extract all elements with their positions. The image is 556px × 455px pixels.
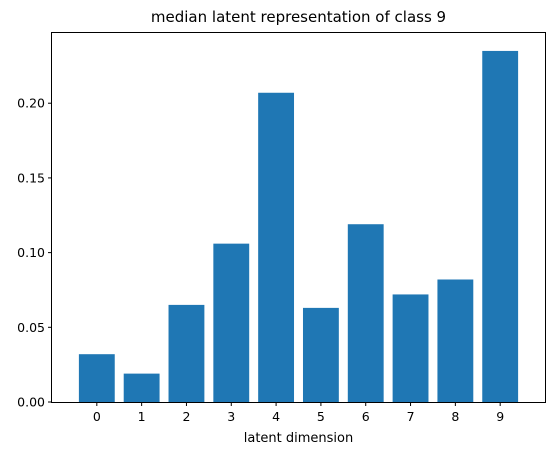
x-tick-label: 5 [317,409,325,424]
x-tick-label: 7 [407,409,415,424]
y-tick-label: 0.10 [17,245,45,260]
plot-frame [51,32,546,403]
bar-1 [123,373,160,402]
bar-3 [213,243,250,402]
x-tick-label: 1 [138,409,146,424]
x-tick-label: 6 [362,409,370,424]
chart-title: median latent representation of class 9 [151,8,446,26]
bar-8 [437,279,474,402]
bar-5 [302,307,339,402]
x-tick-label: 3 [227,409,235,424]
bar-4 [258,92,295,403]
x-tick-label: 0 [93,409,101,424]
x-tick-label: 4 [272,409,280,424]
y-tick-label: 0.20 [17,96,45,111]
x-axis-ticks: 0 1 2 3 4 5 6 7 8 9 [93,402,504,424]
y-tick-label: 0.00 [17,395,45,410]
x-tick-label: 2 [182,409,190,424]
y-tick-label: 0.15 [17,170,45,185]
y-axis-ticks: 0.00 0.05 0.10 0.15 0.20 [17,96,52,410]
bars-group [78,50,519,403]
x-axis-title: latent dimension [244,431,353,446]
x-tick-label: 8 [451,409,459,424]
bar-6 [347,224,384,402]
bar-0 [78,354,115,402]
bar-7 [392,294,429,402]
bar-2 [168,304,205,402]
x-tick-label: 9 [496,409,504,424]
bar-9 [482,50,519,402]
y-tick-label: 0.05 [17,320,45,335]
